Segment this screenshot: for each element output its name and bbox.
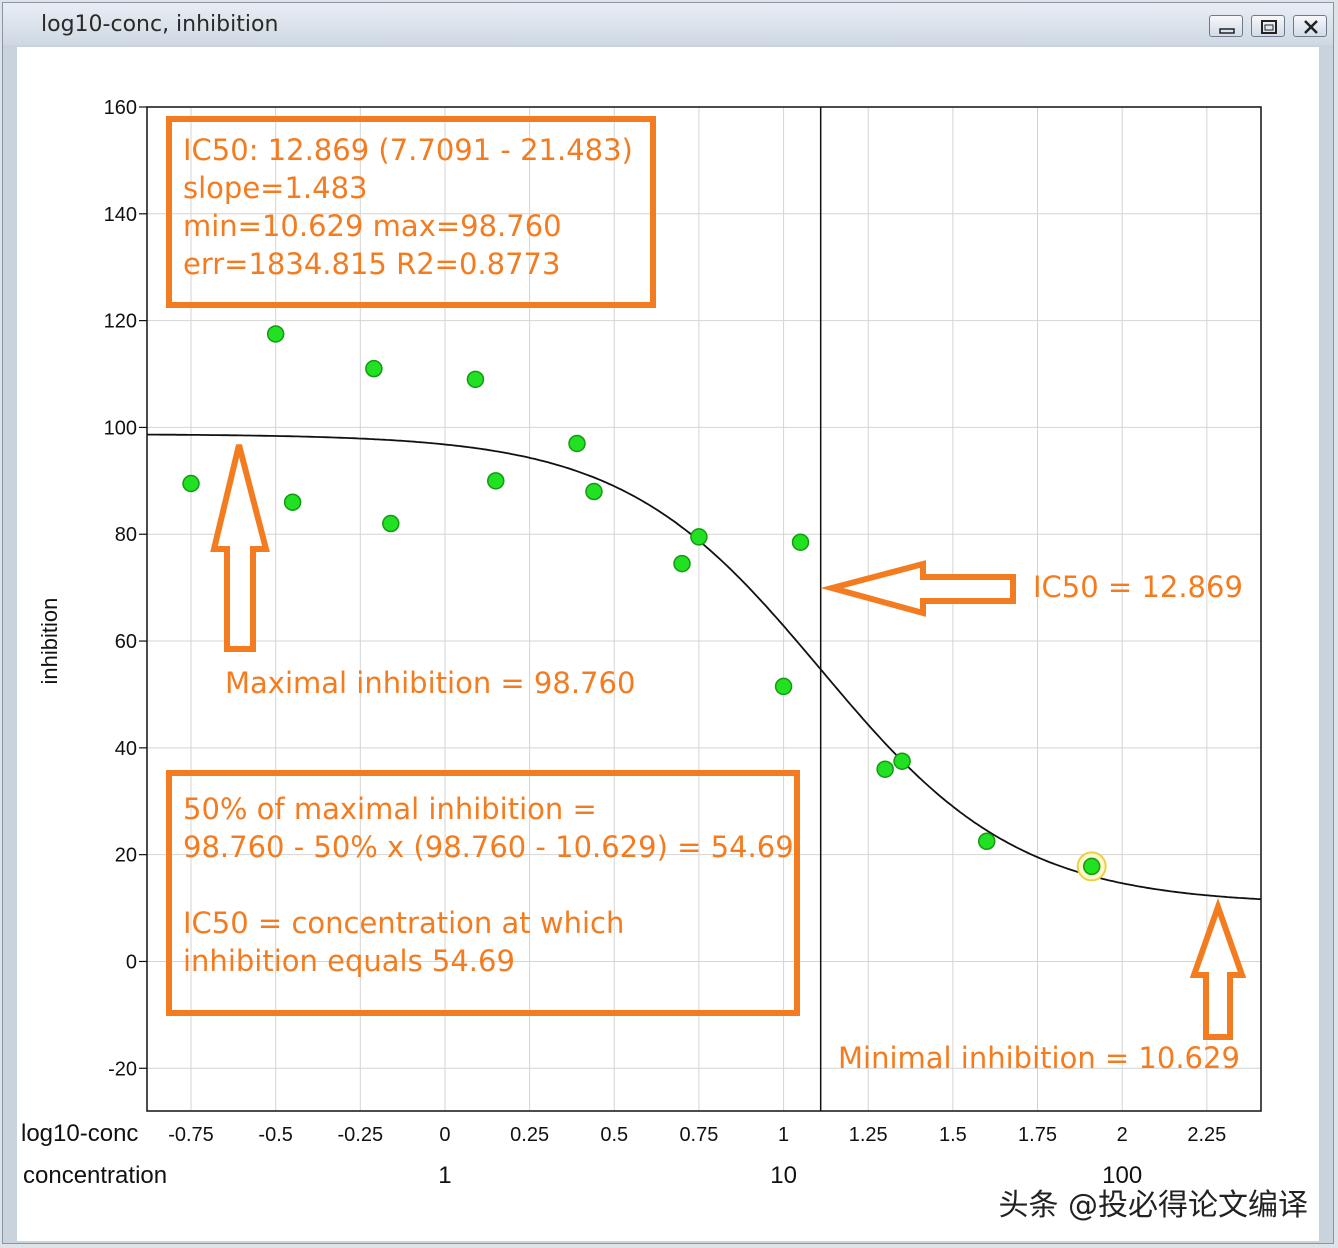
plot-frame <box>146 106 1262 1112</box>
ic50-label: IC50 = 12.869 <box>1033 570 1243 604</box>
x-tick-label: 2 <box>1117 1124 1128 1146</box>
y-tick-label: -20 <box>108 1058 137 1080</box>
data-point <box>266 325 285 343</box>
restore-icon <box>1261 20 1277 34</box>
x2-tick-label: 100 <box>1102 1162 1142 1189</box>
title-bar: log10-conc, inhibition <box>3 3 1333 45</box>
data-point <box>791 533 810 551</box>
x-tick-label: 1 <box>778 1124 789 1146</box>
max-inhibition-label: Maximal inhibition = 98.760 <box>225 666 635 700</box>
minimize-icon <box>1219 28 1235 34</box>
data-point <box>1082 857 1101 876</box>
y-tick-label: 100 <box>104 417 137 439</box>
y-tick-label: 160 <box>104 97 137 119</box>
max-arrow <box>210 444 270 652</box>
data-point <box>487 472 505 490</box>
data-point <box>365 359 383 378</box>
y-tick-label: 60 <box>115 631 137 653</box>
min-arrow <box>1189 897 1247 1040</box>
close-button[interactable] <box>1293 15 1327 37</box>
stats-line: min=10.629 max=98.760 <box>183 209 562 243</box>
min-inhibition-label: Minimal inhibition = 10.629 <box>838 1041 1240 1075</box>
data-point <box>977 832 996 851</box>
window-title: log10-conc, inhibition <box>41 12 279 37</box>
x2-tick-label: 10 <box>770 1162 797 1189</box>
restore-button[interactable] <box>1251 15 1285 37</box>
fit-curve <box>147 433 1262 901</box>
half-max-box <box>166 770 800 1016</box>
y-tick-label: 0 <box>126 951 137 973</box>
x-tick-label: 0.75 <box>679 1124 718 1146</box>
y-tick-label: 140 <box>104 204 137 226</box>
x-tick-label: 1.25 <box>849 1124 888 1146</box>
stats-box <box>166 116 656 308</box>
half-max-line: 98.760 - 50% x (98.760 - 10.629) = 54.69 <box>183 830 794 864</box>
half-max-line: IC50 = concentration at which <box>183 906 624 940</box>
stats-line: slope=1.483 <box>183 171 367 205</box>
half-max-line: 50% of maximal inhibition = <box>183 792 597 826</box>
half-max-line: inhibition equals 54.69 <box>183 944 515 978</box>
data-point <box>182 474 200 493</box>
x-axis-title: log10-conc <box>21 1120 138 1147</box>
data-point <box>466 370 485 389</box>
close-icon <box>1304 20 1318 34</box>
y-tick-label: 20 <box>115 845 137 867</box>
x-tick-label: -0.5 <box>258 1124 292 1146</box>
x-tick-label: 0.25 <box>510 1124 549 1146</box>
watermark-text: 头条 @投必得论文编译 <box>998 1188 1308 1223</box>
y-tick-label: 40 <box>115 738 137 760</box>
data-point <box>690 528 708 546</box>
data-point <box>585 482 603 501</box>
data-point <box>382 514 400 533</box>
chart-area: -20 0 20 40 60 80 100 120 140 160 -0.75 -0.5 -0.25 0 0… <box>17 47 1319 1241</box>
x-tick-label: 0.5 <box>600 1124 628 1146</box>
data-point <box>568 434 586 453</box>
data-point <box>283 493 302 511</box>
x-tick-label: 2.25 <box>1187 1124 1226 1146</box>
data-point <box>673 554 691 573</box>
x-tick-label: 1.5 <box>939 1124 967 1146</box>
x-tick-label: 1.75 <box>1018 1124 1057 1146</box>
x2-tick-label: 1 <box>438 1162 451 1189</box>
data-point <box>893 752 911 770</box>
x2-axis-title: concentration <box>23 1162 167 1189</box>
dose-response-chart: -20 0 20 40 60 80 100 120 140 160 -0.75 -0.5 -0.25 0 0… <box>21 97 1262 1189</box>
data-point <box>774 677 793 696</box>
x-tick-label: 0 <box>439 1124 450 1146</box>
stats-line: err=1834.815 R2=0.8773 <box>183 247 560 281</box>
ic50-arrow <box>820 560 1016 617</box>
minimize-button[interactable] <box>1209 15 1243 37</box>
y-axis-title: inhibition <box>37 598 62 685</box>
data-point <box>876 760 894 778</box>
stats-line: IC50: 12.869 (7.7091 - 21.483) <box>183 133 633 167</box>
x-tick-label: -0.75 <box>168 1124 214 1146</box>
x-tick-label: -0.25 <box>338 1124 384 1146</box>
y-tick-label: 120 <box>104 311 137 333</box>
y-tick-label: 80 <box>115 524 137 546</box>
